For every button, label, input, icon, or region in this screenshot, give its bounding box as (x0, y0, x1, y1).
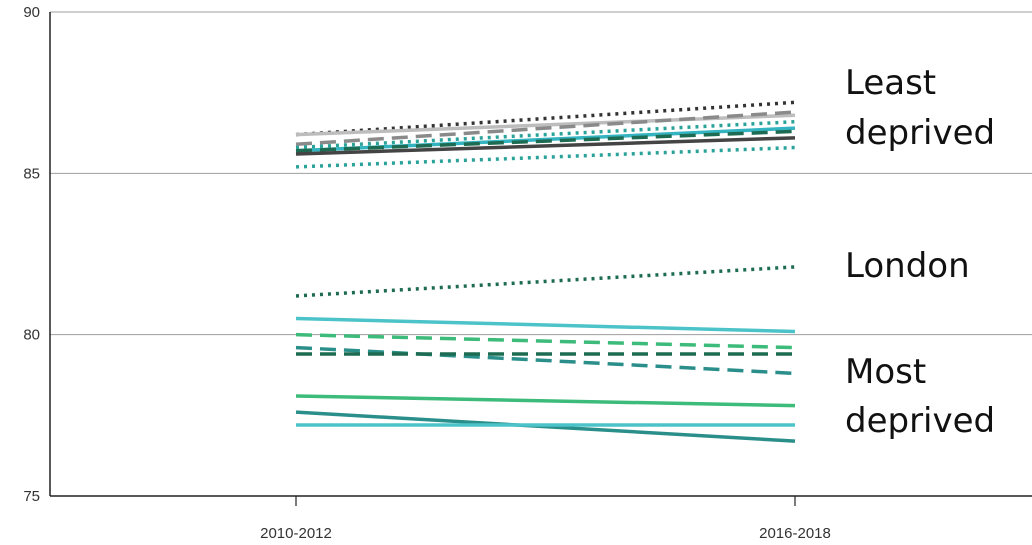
annotation-most-deprived-line2: deprived (845, 401, 995, 441)
annotation-least-deprived-line1: Least (845, 63, 936, 103)
y-tick-label: 80 (23, 327, 40, 344)
series-line-4 (295, 119, 796, 150)
annotation-least-deprived-line2: deprived (845, 113, 995, 153)
x-tick-label: 2016-2018 (759, 525, 831, 542)
y-tick-labels: 75 80 85 90 (23, 4, 40, 505)
series-line-12 (295, 345, 796, 376)
series-line-11 (295, 332, 796, 350)
x-tick-labels: 2010-2012 2016-2018 (260, 496, 831, 542)
annotation-london: London (845, 246, 970, 286)
series-line-7 (295, 136, 796, 156)
series-lines (295, 100, 796, 443)
y-tick-label: 90 (23, 4, 40, 21)
y-tick-label: 75 (23, 488, 40, 505)
series-line-3 (295, 110, 796, 147)
series-line-9 (295, 265, 796, 298)
annotations: Least deprived London Most deprived (845, 63, 995, 441)
x-tick-label: 2010-2012 (260, 525, 332, 542)
y-tick-label: 85 (23, 165, 40, 182)
series-line-10 (295, 316, 796, 334)
series-line-1 (295, 100, 796, 137)
series-line-6 (295, 129, 796, 153)
series-line-14 (295, 394, 796, 408)
axes (49, 12, 1032, 497)
gridlines (50, 11, 1032, 336)
series-line-8 (295, 145, 796, 169)
annotation-most-deprived-line1: Most (845, 352, 926, 392)
